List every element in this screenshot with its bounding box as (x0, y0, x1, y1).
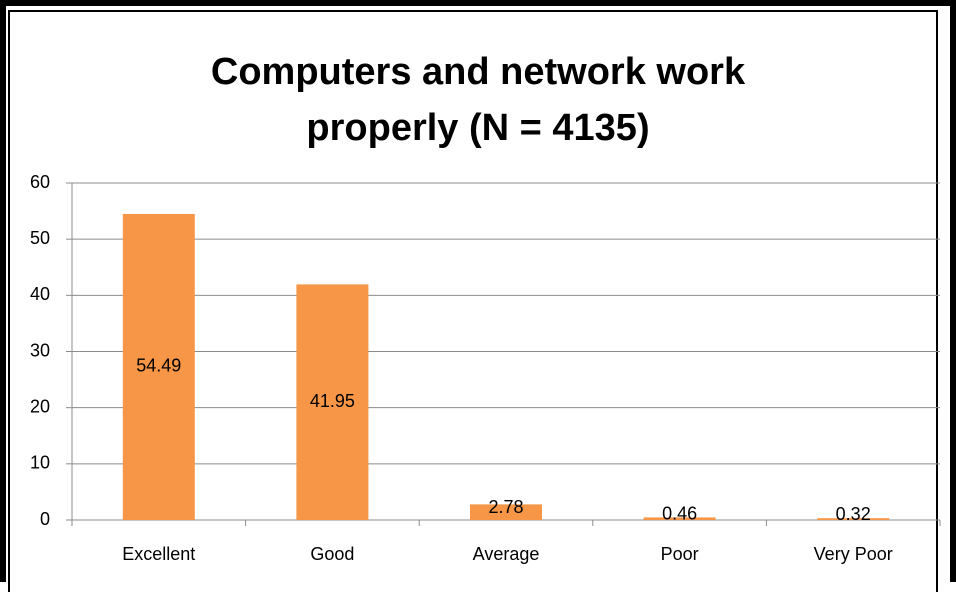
y-tick-label: 40 (30, 284, 50, 304)
bar (296, 284, 369, 520)
data-label: 41.95 (310, 391, 355, 411)
data-label: 0.46 (662, 503, 697, 523)
y-tick-label: 20 (30, 396, 50, 416)
bar (122, 213, 195, 521)
data-label: 2.78 (488, 497, 523, 517)
bar (470, 504, 542, 520)
x-tick-label: Average (473, 544, 540, 564)
inner-frame (8, 10, 938, 592)
data-label: 0.32 (836, 504, 871, 524)
bar (643, 517, 716, 520)
y-tick-label: 60 (30, 172, 50, 192)
y-tick-label: 10 (30, 453, 50, 473)
data-label: 54.49 (136, 356, 181, 376)
y-tick-label: 0 (40, 509, 50, 529)
x-tick-label: Good (310, 544, 354, 564)
y-tick-label: 30 (30, 340, 50, 360)
x-tick-label: Poor (661, 544, 699, 564)
y-tick-label: 50 (30, 228, 50, 248)
x-tick-label: Excellent (122, 544, 195, 564)
chart-title: Computers and network work properly (N =… (210, 51, 746, 149)
x-tick-label: Very Poor (814, 544, 893, 564)
bar (817, 518, 890, 520)
